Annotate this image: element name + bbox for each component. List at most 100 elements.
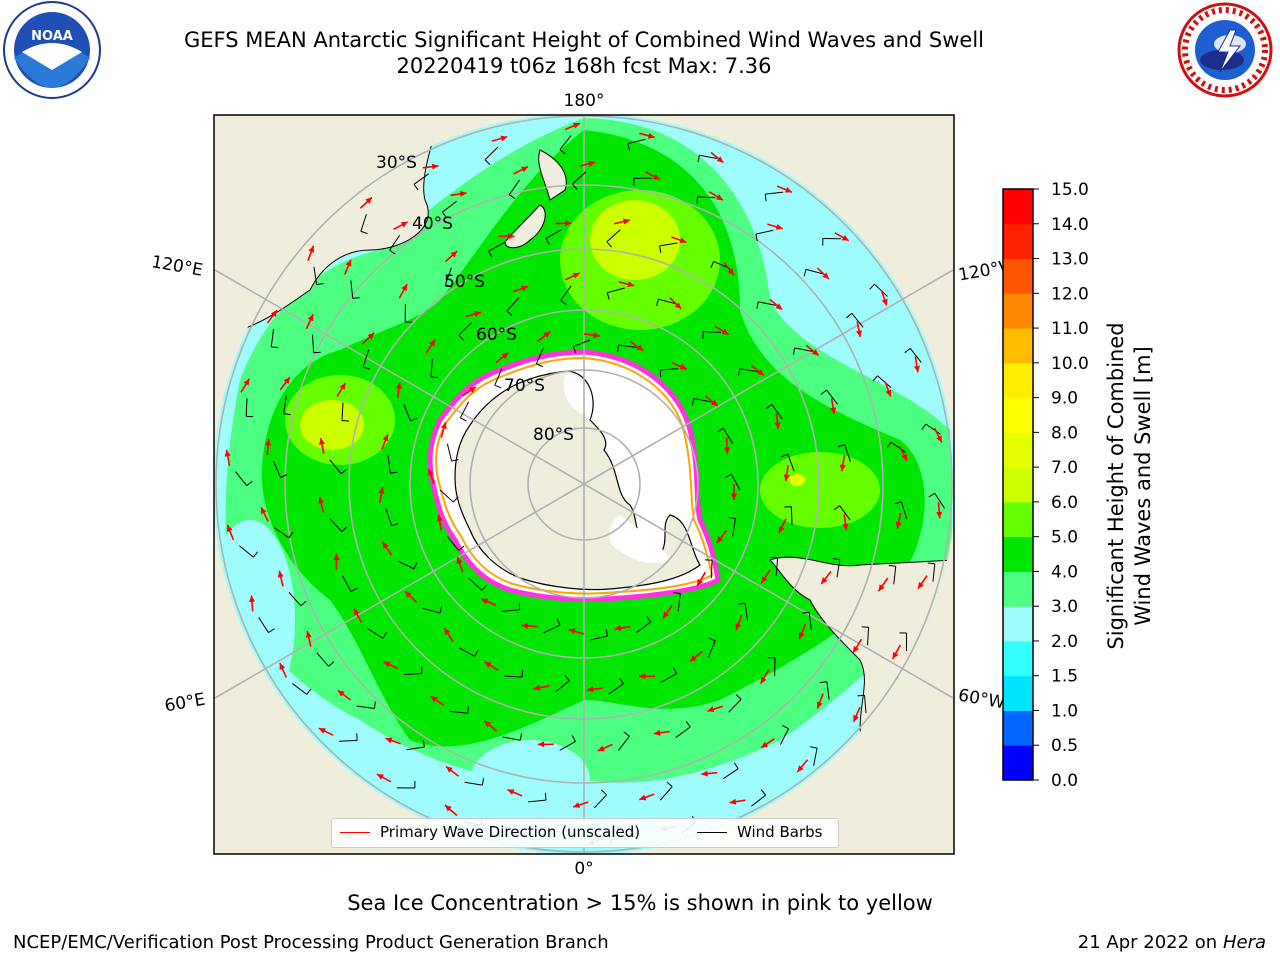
wind-barb <box>864 695 867 714</box>
wave-arrow-head <box>333 553 340 561</box>
issue-date: 21 Apr 2022 on Hera <box>1078 932 1266 953</box>
wind-barb-feather <box>820 389 827 395</box>
wind-barb <box>659 786 673 801</box>
wind-barb-feather <box>904 347 911 354</box>
wind-barb-feather <box>341 526 348 533</box>
wind-barb-feather <box>770 556 778 559</box>
wind-barb <box>397 560 415 570</box>
wind-barb <box>710 560 713 579</box>
wind-barb <box>677 593 681 612</box>
noaa-logo-icon: NOAA <box>3 1 101 99</box>
wave-arrow-head <box>533 684 541 691</box>
wave-arrow-head <box>822 272 829 280</box>
wave-arrow-head <box>367 332 375 340</box>
wind-barb-feather <box>559 149 566 155</box>
colorbar-label-line2: Wind Waves and Swell [m] <box>1131 346 1155 626</box>
wind-barb <box>341 402 344 421</box>
wind-barb <box>239 545 254 558</box>
wind-barb <box>844 444 851 462</box>
wave-arrow-head <box>565 220 572 227</box>
colorbar-tick-label: 13.0 <box>1051 250 1089 270</box>
wave-arrow-head <box>450 251 458 258</box>
colorbar-tick-label: 15.0 <box>1051 180 1089 200</box>
wave-arrow-head <box>318 438 325 445</box>
wind-barb-feather <box>518 602 521 610</box>
wind-barb <box>636 621 652 634</box>
wave-arrow-head <box>318 496 325 504</box>
wind-barb <box>494 368 503 386</box>
wind-barb-feather <box>803 269 807 277</box>
lon-label-180: 180° <box>564 91 605 111</box>
wind-barb <box>572 171 587 185</box>
wind-barb <box>559 135 572 150</box>
wave-arrow-head <box>378 487 385 494</box>
wave-arrow-head <box>716 156 724 163</box>
wind-barb <box>235 471 248 486</box>
colorbar-segment <box>1003 745 1033 781</box>
wind-barb-feather <box>738 368 741 376</box>
wind-barb-feather <box>606 292 610 300</box>
wind-barb <box>732 518 737 537</box>
wind-barb <box>488 241 505 252</box>
wind-barb-feather <box>413 562 418 570</box>
wave-arrow-head <box>784 187 792 193</box>
wind-barb-feather <box>306 688 312 695</box>
lon-label-0: 0° <box>574 859 593 879</box>
wind-barb-feather <box>280 474 288 478</box>
wind-barb-feather <box>481 778 484 786</box>
colorbar-tick-label: 11.0 <box>1051 319 1089 339</box>
wind-barb <box>458 647 475 657</box>
wind-barb-feather <box>488 250 493 258</box>
wave-arrow-head <box>895 521 902 529</box>
wave-arrow-head <box>376 774 384 780</box>
wave-arrow-head <box>456 557 463 564</box>
lat-label-40s: 40°S <box>412 214 453 234</box>
wave-arrow-head <box>710 399 718 406</box>
wave-arrow-head <box>440 422 447 430</box>
wind-barb-feather <box>350 587 358 592</box>
wind-barb-feather <box>708 637 716 642</box>
wind-barb <box>893 566 897 585</box>
wind-barb-feather <box>605 629 609 637</box>
wave-arrow-head <box>727 268 734 276</box>
wave-arrow-head <box>821 577 828 585</box>
wave-arrow-head <box>586 686 594 693</box>
sea-ice-note: Sea Ice Concentration > 15% is shown in … <box>347 891 933 915</box>
wave-arrow-head <box>444 628 451 636</box>
wave-arrow-head <box>337 690 345 697</box>
wave-arrow-head <box>474 311 482 317</box>
wind-barb-feather <box>506 310 513 317</box>
wind-barb <box>722 427 734 444</box>
wave-band-6-7m-indian <box>300 400 364 450</box>
wind-barb <box>728 699 742 713</box>
wave-arrow-head <box>283 377 290 384</box>
colorbar-segment <box>1003 536 1033 572</box>
wave-arrow-head <box>761 576 768 584</box>
wave-arrow-head <box>856 330 863 337</box>
wind-barb <box>439 489 454 503</box>
wave-arrow-head <box>842 523 849 531</box>
wave-arrow-head <box>662 611 670 619</box>
wind-barb <box>607 287 625 294</box>
wind-barb <box>707 640 716 658</box>
wind-barb <box>329 518 343 532</box>
wave-arrow-head <box>913 365 920 373</box>
wave-arrow-head <box>622 218 630 225</box>
wave-arrow-head <box>308 245 315 253</box>
wind-barb-feather <box>928 492 936 498</box>
ross-ice-shelf <box>563 374 593 418</box>
wave-arrow-head <box>674 302 682 309</box>
lat-label-70s: 70°S <box>504 376 545 396</box>
wind-barb-feather <box>363 366 370 370</box>
wave-arrow-head <box>345 259 352 267</box>
wind-barb <box>779 728 789 745</box>
wind-barb-feather <box>519 733 523 741</box>
wave-arrow-head <box>339 383 346 391</box>
wind-barb <box>658 298 676 305</box>
wind-barb-feather <box>886 441 892 449</box>
colorbar-tick-label: 5.0 <box>1051 528 1078 548</box>
wind-barb <box>484 146 499 161</box>
wind-barb <box>273 527 290 539</box>
wind-barb <box>932 563 936 582</box>
wind-barb <box>751 794 766 807</box>
